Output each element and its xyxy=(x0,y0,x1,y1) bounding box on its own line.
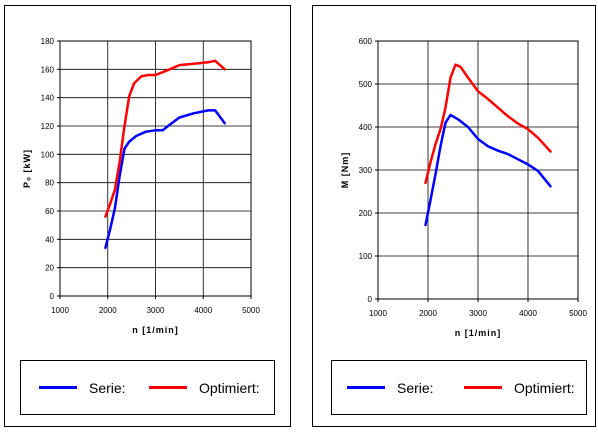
y-tick-label: 40 xyxy=(45,235,54,244)
chart-panel-power: 0 20 40 60 80 100 120 140 160 180 1000 2000 3000 4000… xyxy=(4,5,291,427)
torque-chart: 0 100 200 300 400 500 600 1000 2000 3000 4000 5000 n… xyxy=(340,37,587,338)
x-tick-label: 5000 xyxy=(242,306,260,315)
x-tick-label: 3000 xyxy=(147,306,165,315)
y-tick-label: 0 xyxy=(368,295,373,304)
power-chart: 0 20 40 60 80 100 120 140 160 180 1000 2000 3000 4000… xyxy=(22,37,260,335)
x-tick-label: 4000 xyxy=(519,309,537,318)
y-axis-label: M [Nm] xyxy=(340,152,350,189)
y-tick-label: 500 xyxy=(359,80,373,89)
legend-item-serie: Serie: xyxy=(347,361,434,414)
legend-label-optimiert: Optimiert: xyxy=(514,379,575,396)
series-line-serie xyxy=(104,109,226,250)
x-tick-label: 1000 xyxy=(51,306,69,315)
legend-label-serie: Serie: xyxy=(397,379,434,396)
chart-panel-torque: 0 100 200 300 400 500 600 1000 2000 3000 4000 5000 n… xyxy=(312,5,596,427)
y-tick-label: 140 xyxy=(41,94,55,103)
x-tick-label: 2000 xyxy=(99,306,117,315)
x-tick-label: 5000 xyxy=(569,309,587,318)
legend-swatch-optimiert xyxy=(464,386,502,389)
legend-swatch-serie xyxy=(39,386,77,389)
y-tick-label: 80 xyxy=(45,179,54,188)
y-axis-label: P₀ [kW] xyxy=(22,149,32,188)
legend-swatch-optimiert xyxy=(149,386,187,389)
legend-item-serie: Serie: xyxy=(39,361,126,414)
y-tick-label: 0 xyxy=(50,292,55,301)
y-tick-label: 600 xyxy=(359,37,373,46)
y-tick-label: 400 xyxy=(359,123,373,132)
y-tick-label: 200 xyxy=(359,209,373,218)
y-tick-label: 160 xyxy=(41,65,55,74)
series-line-optimiert xyxy=(104,59,226,218)
series-line-optimiert xyxy=(424,63,552,185)
y-tick-label: 100 xyxy=(41,150,55,159)
y-tick-label: 180 xyxy=(41,37,55,46)
legend-label-optimiert: Optimiert: xyxy=(199,379,260,396)
y-tick-label: 20 xyxy=(45,264,54,273)
y-tick-label: 100 xyxy=(359,252,373,261)
x-tick-label: 2000 xyxy=(419,309,437,318)
legend-label-serie: Serie: xyxy=(89,379,126,396)
y-tick-label: 120 xyxy=(41,122,55,131)
x-axis-label: n [1/min] xyxy=(132,325,179,335)
legend-torque: Serie: Optimiert: xyxy=(331,360,587,415)
legend-item-optimiert: Optimiert: xyxy=(149,361,260,414)
x-axis-label: n [1/min] xyxy=(455,328,502,338)
y-tick-label: 300 xyxy=(359,166,373,175)
legend-swatch-serie xyxy=(347,386,385,389)
legend-power: Serie: Optimiert: xyxy=(20,360,275,415)
x-tick-label: 1000 xyxy=(369,309,387,318)
y-tick-label: 60 xyxy=(45,207,54,216)
legend-item-optimiert: Optimiert: xyxy=(464,361,575,414)
series-line-serie xyxy=(424,113,552,227)
x-tick-label: 4000 xyxy=(194,306,212,315)
x-tick-label: 3000 xyxy=(469,309,487,318)
